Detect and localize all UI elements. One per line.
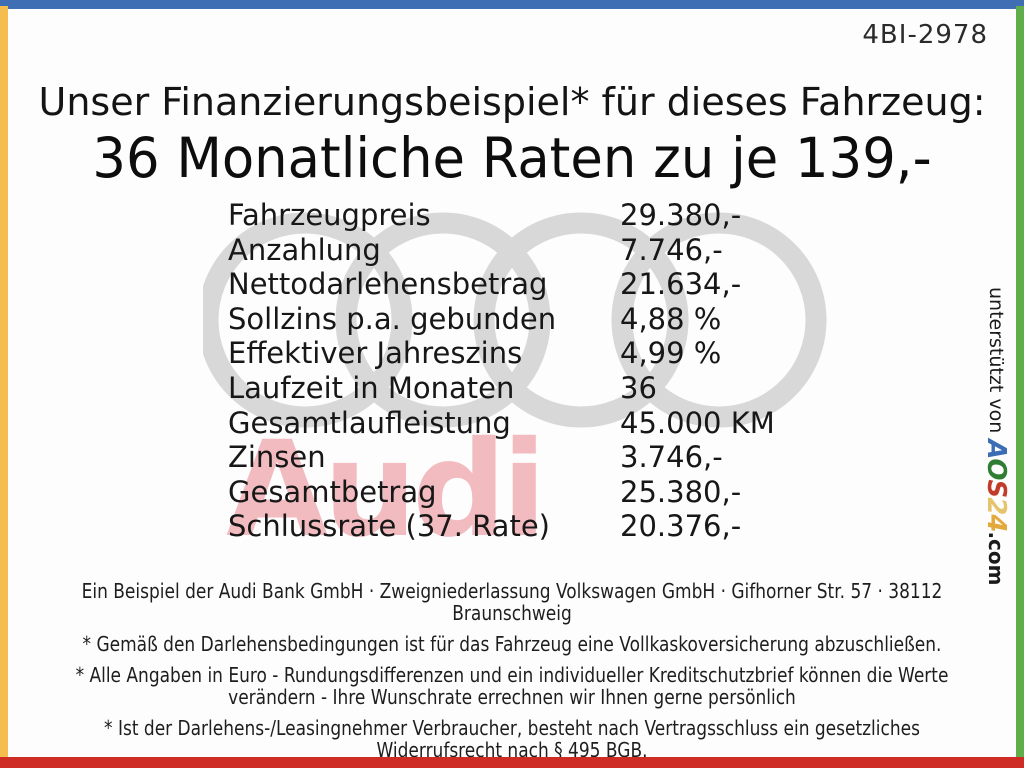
row-label: Effektiver Jahreszins	[228, 336, 523, 371]
footer-line: * Ist der Darlehens-/Leasingnehmer Verbr…	[104, 716, 920, 740]
table-row: Gesamtlaufleistung 45.000 KM	[228, 406, 775, 441]
footer-line: Widerrufsrecht nach § 495 BGB.	[376, 738, 648, 762]
table-row: Nettodarlehensbetrag 21.634,-	[228, 267, 775, 302]
financing-table: Fahrzeugpreis 29.380,- Anzahlung 7.746,-…	[228, 198, 775, 544]
row-value: 3.746,-	[620, 440, 723, 475]
frame-left-stripe	[0, 6, 8, 757]
table-row: Zinsen 3.746,-	[228, 440, 775, 475]
audi-rings-icon	[203, 212, 827, 428]
row-value: 7.746,-	[620, 232, 723, 267]
table-row: Sollzins p.a. gebunden 4,88 %	[228, 302, 775, 337]
row-value: 36	[620, 370, 657, 405]
aos24-logo-letter: A	[981, 439, 1011, 459]
row-label: Gesamtlaufleistung	[228, 405, 511, 440]
aos24-logo-letter: S	[981, 479, 1011, 498]
aos24-logo-letter: 2	[981, 497, 1011, 515]
footer-paragraph: * Gemäß den Darlehensbedingungen ist für…	[2, 633, 1022, 655]
row-value: 4,88 %	[620, 301, 722, 336]
vehicle-code: 4BI-2978	[862, 20, 988, 50]
aos24-logo: AOS24	[981, 439, 1011, 531]
table-row: Effektiver Jahreszins 4,99 %	[228, 336, 775, 371]
footer-line: * Alle Angaben in Euro - Rundungsdiffere…	[75, 663, 949, 687]
table-row: Anzahlung 7.746,-	[228, 233, 775, 268]
table-row: Fahrzeugpreis 29.380,-	[228, 198, 775, 233]
row-label: Laufzeit in Monaten	[228, 370, 515, 405]
footer-disclaimer: Ein Beispiel der Audi Bank GmbH · Zweign…	[2, 580, 1022, 770]
row-value: 4,99 %	[620, 336, 722, 371]
frame-right-stripe	[1016, 6, 1024, 757]
support-banner: unterstützt von AOS24.com	[981, 287, 1011, 586]
row-value: 29.380,-	[620, 198, 742, 232]
row-label: Schlussrate (37. Rate)	[228, 509, 550, 544]
support-banner-prefix: unterstützt von	[985, 287, 1007, 440]
frame-bottom-stripe	[0, 757, 1024, 768]
footer-line: Braunschweig	[452, 601, 572, 625]
aos24-logo-letter: 4	[981, 514, 1011, 532]
footer-paragraph: * Alle Angaben in Euro - Rundungsdiffere…	[2, 664, 1022, 708]
row-label: Anzahlung	[228, 232, 381, 267]
row-value: 25.380,-	[620, 474, 742, 509]
row-label: Fahrzeugpreis	[228, 198, 431, 232]
page-title: Unser Finanzierungsbeispiel* für dieses …	[38, 80, 986, 124]
aos24-logo-letter: O	[981, 458, 1011, 480]
row-label: Sollzins p.a. gebunden	[228, 301, 557, 336]
footer-paragraph: * Ist der Darlehens-/Leasingnehmer Verbr…	[2, 717, 1022, 761]
frame-top-stripe	[0, 0, 1024, 9]
table-row: Gesamtbetrag 25.380,-	[228, 475, 775, 510]
support-banner-suffix: .com	[984, 531, 1008, 586]
footer-paragraph: Ein Beispiel der Audi Bank GmbH · Zweign…	[2, 580, 1022, 624]
table-row: Laufzeit in Monaten 36	[228, 371, 775, 406]
table-row: Schlussrate (37. Rate) 20.376,-	[228, 509, 775, 544]
row-value: 20.376,-	[620, 509, 742, 544]
row-label: Zinsen	[228, 440, 326, 475]
footer-line: verändern - Ihre Wunschrate errechnen wi…	[228, 685, 796, 709]
page-subtitle: 36 Monatliche Raten zu je 139,-	[92, 126, 932, 190]
row-label: Gesamtbetrag	[228, 474, 437, 509]
row-value: 21.634,-	[620, 267, 742, 302]
row-label: Nettodarlehensbetrag	[228, 267, 548, 302]
audi-wordmark-watermark: Audi	[226, 413, 547, 567]
footer-line: * Gemäß den Darlehensbedingungen ist für…	[82, 632, 942, 656]
row-value: 45.000 KM	[620, 405, 775, 440]
footer-line: Ein Beispiel der Audi Bank GmbH · Zweign…	[81, 579, 943, 603]
